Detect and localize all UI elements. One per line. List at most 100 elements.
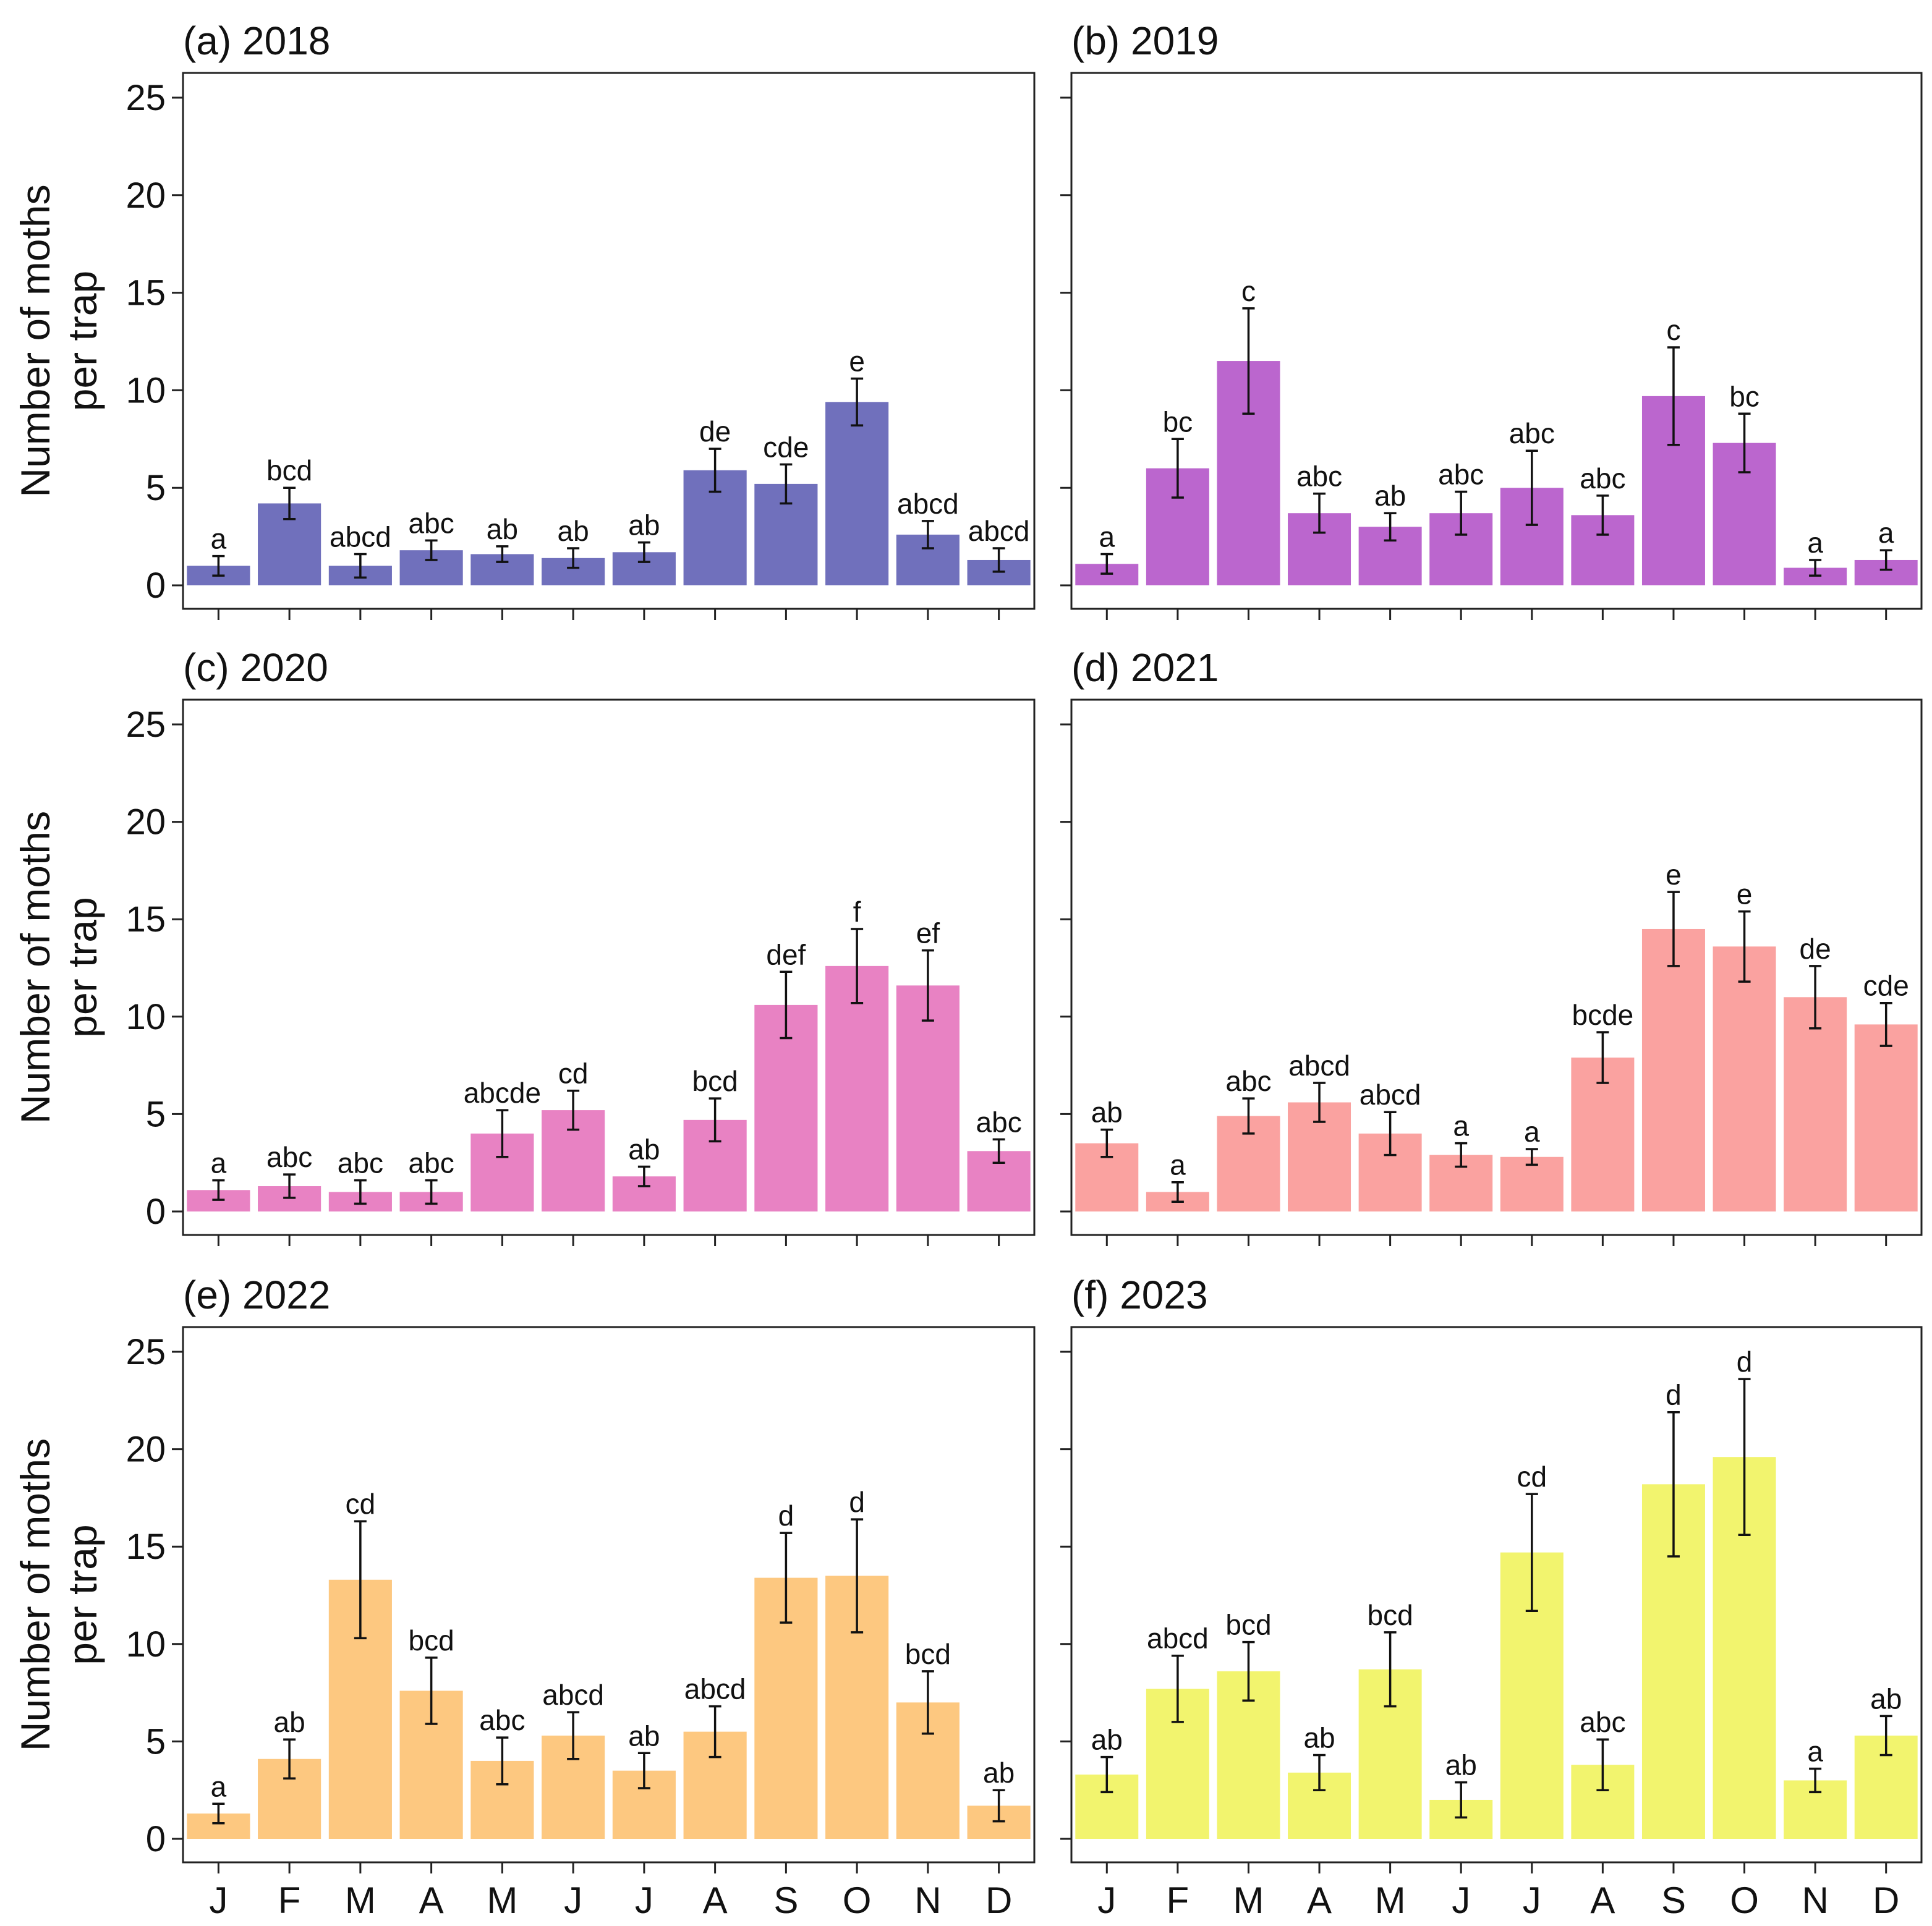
error-bar [283,1173,296,1199]
error-bar [851,1518,864,1634]
y-tick-label: 0 [146,566,166,606]
y-tick-label: 5 [146,1721,166,1762]
significance-letter: abc [1580,462,1625,494]
error-bar [283,486,296,520]
error-bar [1313,1754,1326,1791]
error-bar [1879,1715,1892,1757]
significance-letter: bcd [409,1624,454,1657]
significance-letter: ab [1445,1749,1477,1781]
y-tick-label: 25 [126,78,166,118]
error-bar [637,1752,650,1789]
error-bar [1171,438,1184,499]
significance-letter: d [1666,1379,1682,1411]
significance-letter: abc [266,1141,312,1173]
error-bar [992,1138,1005,1164]
bar-O-10 [1713,946,1776,1211]
error-bar [921,1670,934,1735]
significance-letter: f [853,896,861,928]
y-tick-label: 20 [126,1430,166,1470]
x-tick-label: J [1452,1880,1470,1921]
plot-frame [1070,72,1923,610]
y-tick-label: 0 [146,1819,166,1859]
significance-letter: a [1170,1149,1186,1181]
y-tick-label: 10 [126,1624,166,1665]
bar-D-12 [1854,1024,1918,1211]
significance-letter: abc [1296,460,1342,493]
error-bar [1738,910,1751,983]
x-tick-label: A [703,1880,728,1921]
y-tick-label: 10 [126,370,166,410]
y-tick-label: 20 [126,802,166,842]
y-axis-label: Number of mothsper trap [12,811,105,1124]
error-bar [1667,891,1680,967]
significance-letter: a [211,1147,227,1179]
significance-letter: ab [274,1706,305,1738]
error-bar [709,448,721,493]
significance-letter: abcd [968,515,1030,547]
significance-letter: a [1807,1736,1823,1768]
x-tick-label: D [1873,1880,1899,1921]
y-tick-label: 15 [126,899,166,940]
significance-letter: abc [479,1704,525,1736]
error-bar [1455,490,1468,536]
significance-letter: abc [1438,459,1484,491]
x-tick-label: J [1097,1880,1116,1921]
plot-frame [182,72,1036,610]
x-tick-label: M [487,1880,517,1921]
error-bar [212,1179,225,1201]
significance-letter: abc [338,1147,383,1179]
error-bar [354,1179,367,1205]
significance-letter: ab [628,1720,660,1752]
error-bar [637,541,650,563]
significance-letter: ab [1303,1721,1335,1754]
error-bar [1100,1128,1113,1158]
error-bar [1100,553,1113,575]
error-bar [992,547,1005,573]
significance-letter: ab [558,515,589,547]
error-bar [496,545,509,563]
y-tick-label: 15 [126,1527,166,1567]
x-tick-label: M [1375,1880,1406,1921]
y-tick-label: 5 [146,1094,166,1134]
error-bar [496,1109,509,1158]
significance-letter: ef [916,917,940,949]
error-bar [1384,1631,1397,1708]
y-axis-label: Number of mothsper trap [12,1438,105,1751]
panel-title: (d) 2021 [1071,645,1219,690]
error-bar [283,1738,296,1780]
bar-O-10 [825,402,889,585]
error-bar [1738,412,1751,473]
significance-letter: de [699,415,731,448]
bar-S-9 [754,1004,818,1211]
error-bar [921,520,934,549]
error-bar [992,1789,1005,1823]
x-tick-label: N [1802,1880,1828,1921]
significance-letter: ab [1374,480,1406,512]
error-bar [709,1097,721,1143]
significance-letter: bcd [1368,1599,1413,1631]
significance-letter: abc [1580,1706,1625,1738]
plot-frame [182,698,1036,1236]
error-bar [1242,1640,1255,1702]
error-bar [496,1736,509,1786]
significance-letter: e [1737,878,1753,910]
error-bar [212,554,225,577]
significance-letter: ab [628,509,660,541]
x-tick-label: S [773,1880,798,1921]
error-bar [921,949,934,1022]
significance-letter: a [211,1770,227,1802]
error-bar [567,547,580,569]
y-tick-label: 25 [126,1332,166,1372]
significance-letter: c [1666,314,1680,346]
significance-letter: abc [409,507,454,539]
significance-letter: ab [487,513,518,545]
panel-title: (a) 2018 [183,19,330,63]
error-bar [1455,1781,1468,1819]
significance-letter: abcd [1360,1079,1421,1111]
x-tick-label: A [419,1880,444,1921]
significance-letter: e [849,345,865,377]
